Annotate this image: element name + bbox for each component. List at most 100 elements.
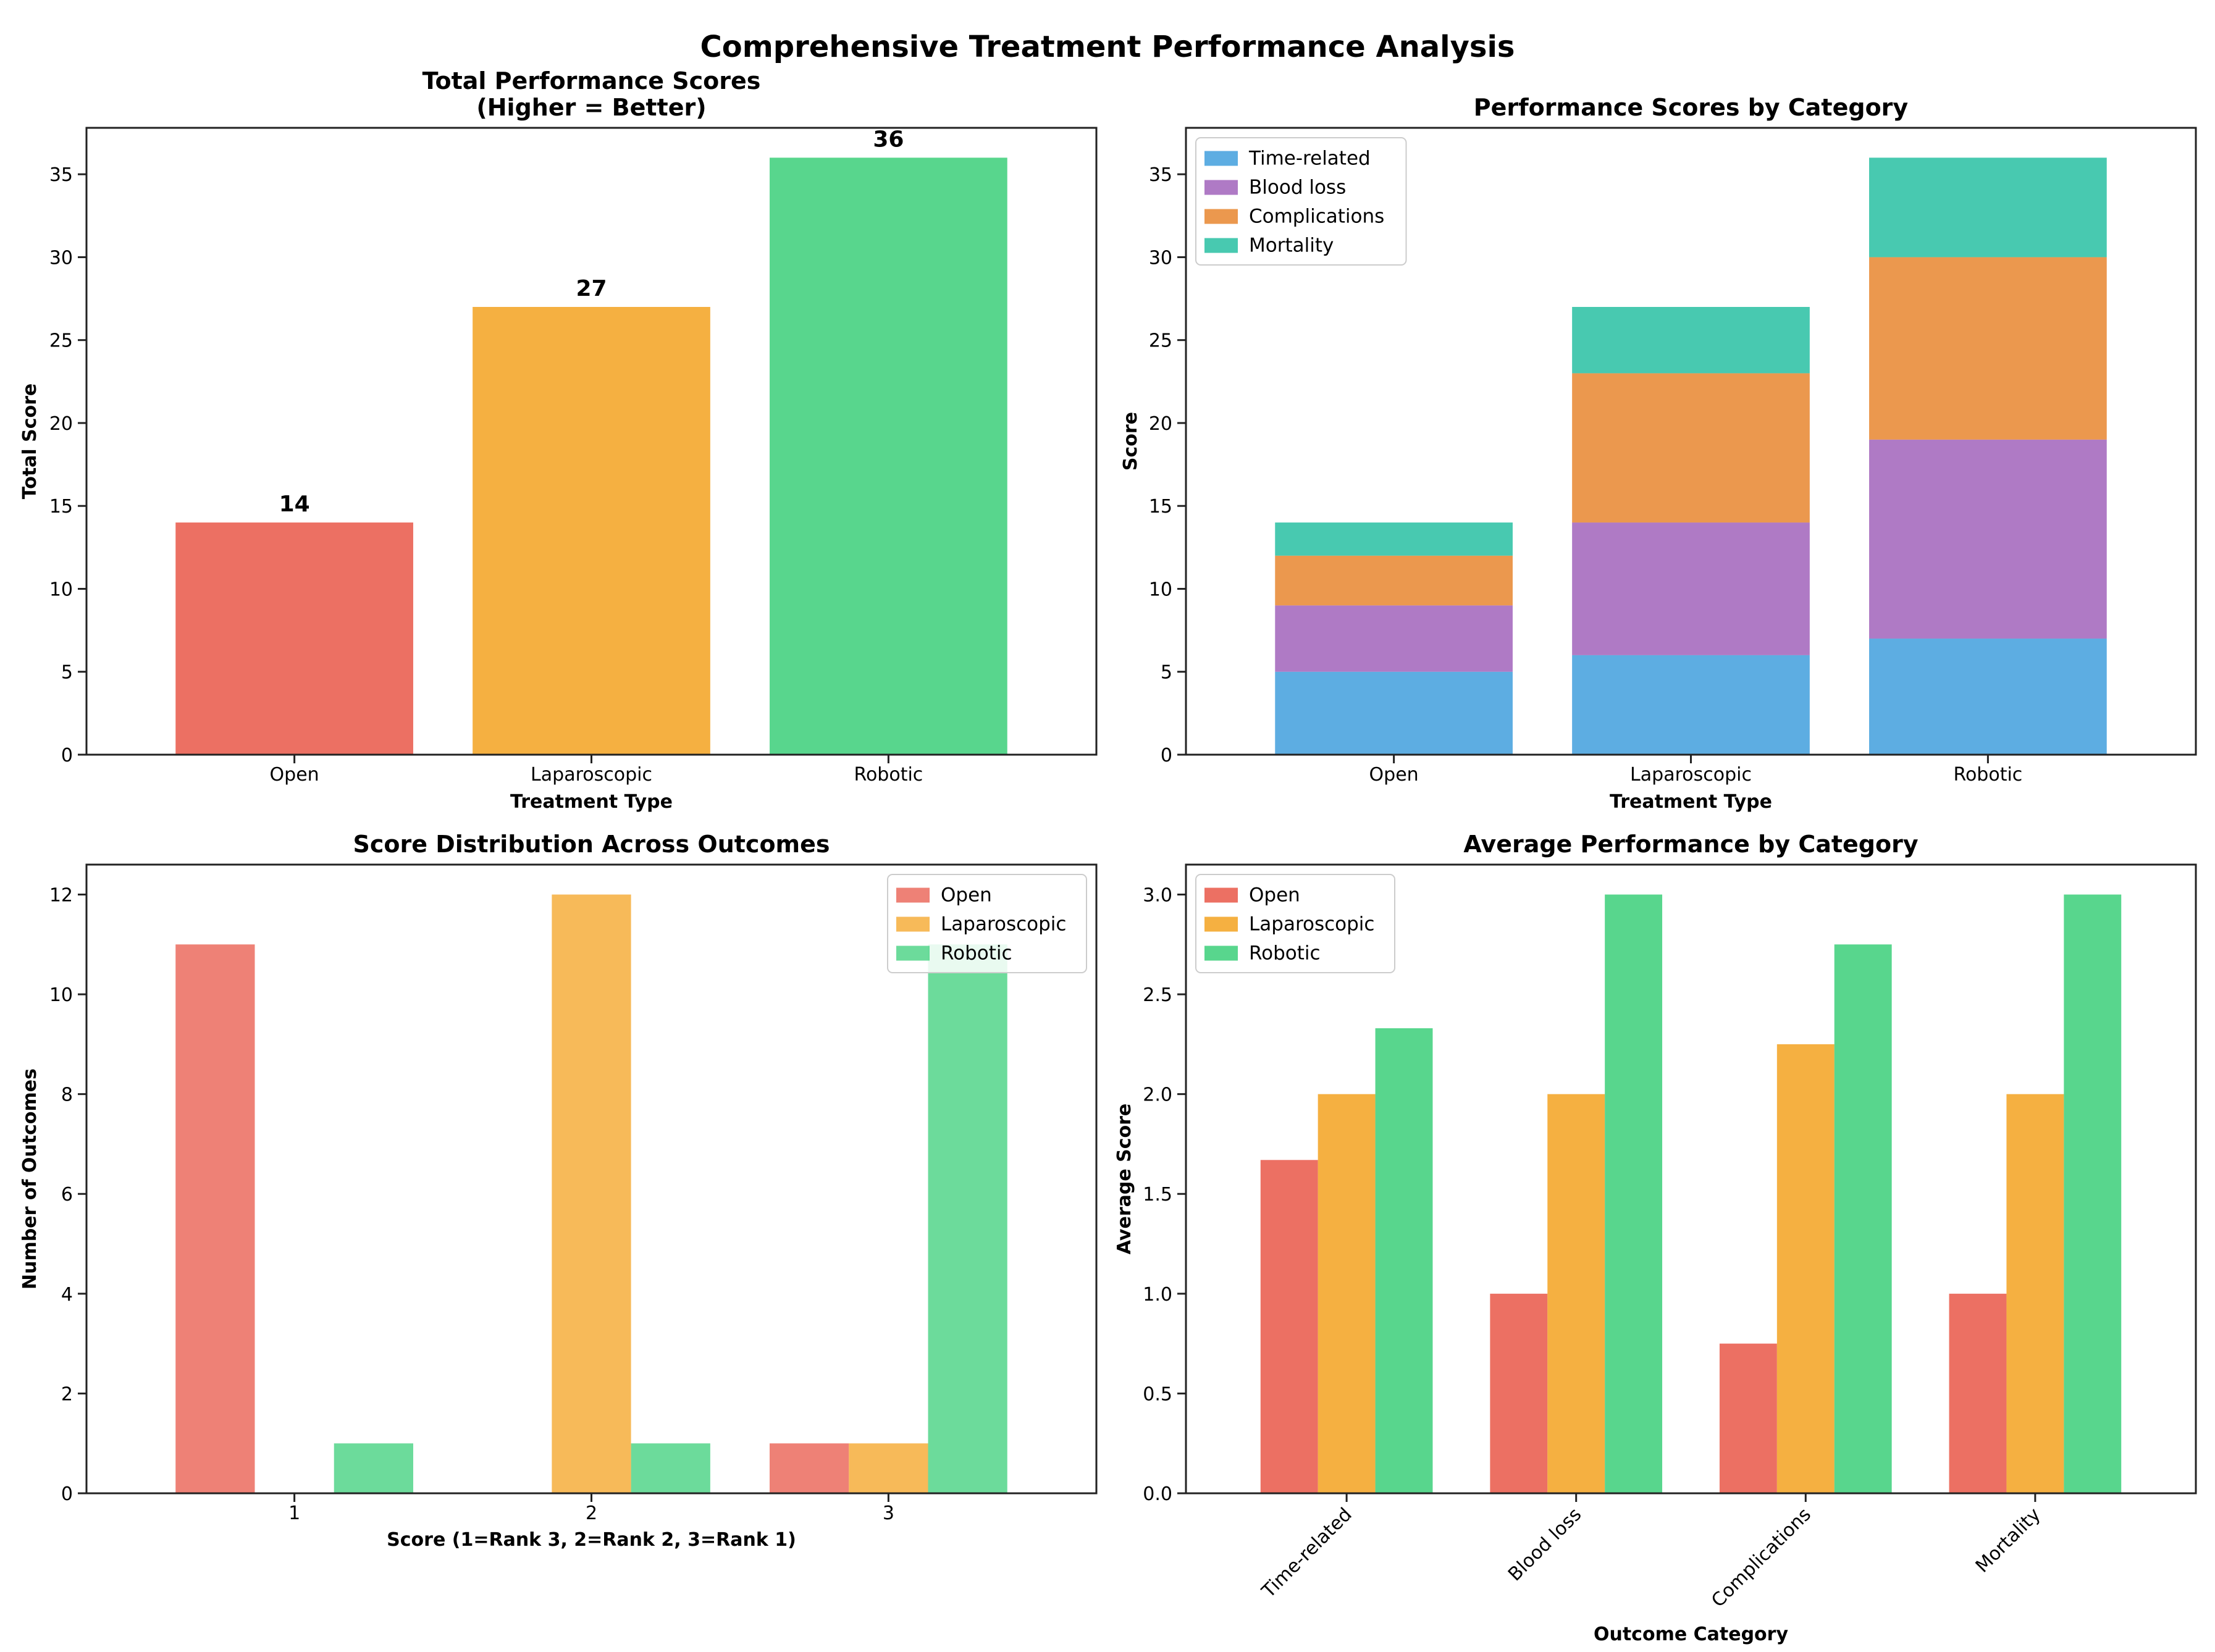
p2-bar-open-complications bbox=[1275, 555, 1513, 606]
p2-bar-robotic-mortality bbox=[1869, 157, 2107, 258]
p1-data-label-robotic: 36 bbox=[873, 127, 904, 152]
p4-title: Average Performance by Category bbox=[1463, 831, 1918, 858]
p1-title-line-2: (Higher = Better) bbox=[476, 94, 706, 121]
panel-performance-by-category: Performance Scores by Category 0 5 10 15 20 25… bbox=[1120, 94, 2197, 813]
p3-ytick-label: 4 bbox=[61, 1284, 73, 1306]
p4-legend-swatch-open bbox=[1204, 887, 1238, 903]
p2-legend-label-time-related: Time-related bbox=[1248, 148, 1371, 170]
p4-legend-label-laparoscopic: Laparoscopic bbox=[1249, 913, 1374, 936]
p3-ytick-label: 0 bbox=[61, 1483, 73, 1505]
p2-xtick-label-open: Open bbox=[1369, 764, 1419, 786]
p2-ylabel: Score bbox=[1120, 412, 1141, 471]
panel-total-performance-scores: Total Performance Scores(Higher = Better… bbox=[19, 67, 1098, 813]
p4-ytick-label: 2.0 bbox=[1143, 1084, 1172, 1106]
p3-ytick-label: 12 bbox=[49, 884, 73, 906]
p2-legend-box bbox=[1195, 137, 1407, 266]
p2-xlabel: Treatment Type bbox=[1610, 791, 1772, 813]
p4-ytick-label: 1.5 bbox=[1143, 1184, 1172, 1205]
p3-legend-label-robotic: Robotic bbox=[941, 942, 1012, 965]
p3-bar-score-1-robotic bbox=[334, 1443, 413, 1493]
p4-bar-complications-laparoscopic bbox=[1776, 1044, 1835, 1493]
p4-bar-time-related-robotic bbox=[1375, 1028, 1433, 1493]
p1-title-line-1: Total Performance Scores bbox=[422, 67, 761, 94]
p4-ytick-label: 1.0 bbox=[1143, 1284, 1172, 1306]
p3-bar-score-3-robotic bbox=[928, 944, 1007, 1493]
p4-legend-box bbox=[1195, 874, 1395, 973]
p1-bar-open bbox=[175, 522, 413, 755]
p1-data-label-open: 14 bbox=[279, 492, 310, 517]
p4-legend-label-robotic: Robotic bbox=[1249, 942, 1321, 965]
p1-ytick-label: 5 bbox=[61, 662, 73, 684]
p3-axes-frame bbox=[85, 863, 1098, 1495]
p4-xtick-label-time-related: Time-related bbox=[1258, 1504, 1356, 1603]
p3-bar-score-3-open bbox=[770, 1443, 849, 1493]
p3-xtick-label-2: 2 bbox=[586, 1503, 597, 1524]
p2-xtick-label-robotic: Robotic bbox=[1953, 764, 2022, 786]
p4-ytick-label: 0.0 bbox=[1143, 1483, 1172, 1505]
p2-title: Performance Scores by Category bbox=[1474, 94, 1909, 121]
p2-bar-laparoscopic-complications bbox=[1572, 373, 1810, 523]
p2-bar-open-blood-loss bbox=[1275, 605, 1513, 672]
p2-ytick-label: 20 bbox=[1149, 413, 1172, 435]
p2-ytick-label: 5 bbox=[1161, 662, 1172, 684]
p3-legend-swatch-robotic bbox=[896, 945, 930, 961]
p3-xtick-label-3: 3 bbox=[883, 1503, 894, 1524]
p4-legend-swatch-laparoscopic bbox=[1204, 916, 1238, 932]
p3-xlabel: Score (1=Rank 3, 2=Rank 2, 3=Rank 1) bbox=[387, 1529, 796, 1551]
p2-ytick-label: 35 bbox=[1149, 164, 1172, 186]
p2-bar-open-time-related bbox=[1275, 671, 1513, 755]
p1-ytick-label: 0 bbox=[61, 745, 73, 766]
p3-ytick-label: 10 bbox=[49, 984, 73, 1006]
p4-bar-mortality-open bbox=[1949, 1293, 2007, 1493]
p4-bar-blood-loss-robotic bbox=[1605, 894, 1663, 1493]
p4-bar-mortality-laparoscopic bbox=[2006, 1094, 2064, 1493]
p1-axes-frame bbox=[85, 127, 1098, 756]
p4-xtick-label-complications: Complications bbox=[1707, 1504, 1815, 1612]
p1-ytick-label: 35 bbox=[49, 164, 73, 186]
figure-suptitle: Comprehensive Treatment Performance Anal… bbox=[700, 30, 1515, 64]
p4-bar-time-related-laparoscopic bbox=[1318, 1094, 1376, 1493]
p2-legend-swatch-time-related bbox=[1204, 151, 1238, 166]
p2-ytick-label: 0 bbox=[1161, 745, 1172, 766]
p2-legend-label-blood-loss: Blood loss bbox=[1249, 177, 1346, 199]
p3-bar-score-1-open bbox=[175, 944, 255, 1493]
p2-ytick-label: 15 bbox=[1149, 496, 1172, 518]
p3-ytick-label: 2 bbox=[61, 1383, 73, 1405]
p3-legend-swatch-laparoscopic bbox=[896, 916, 930, 932]
p4-bar-complications-open bbox=[1719, 1343, 1777, 1493]
p1-bar-robotic bbox=[770, 157, 1007, 755]
p2-bar-robotic-blood-loss bbox=[1869, 439, 2107, 639]
p1-bar-laparoscopic bbox=[473, 307, 710, 755]
p3-legend-label-open: Open bbox=[941, 884, 992, 907]
p4-bar-complications-robotic bbox=[1834, 944, 1892, 1493]
p2-legend: Time-related Blood loss Complications Morta… bbox=[1195, 137, 1407, 266]
p1-ytick-label: 20 bbox=[49, 413, 73, 435]
p4-xlabel: Outcome Category bbox=[1594, 1624, 1788, 1645]
p2-legend-label-complications: Complications bbox=[1249, 206, 1384, 228]
p4-ytick-label: 0.5 bbox=[1143, 1383, 1172, 1405]
p4-legend: Open Laparoscopic Robotic bbox=[1195, 874, 1395, 973]
p2-bar-laparoscopic-mortality bbox=[1572, 307, 1810, 374]
p2-ytick-label: 10 bbox=[1149, 579, 1172, 600]
p4-legend-label-open: Open bbox=[1249, 884, 1300, 907]
p3-ytick-label: 8 bbox=[61, 1084, 73, 1106]
p4-ytick-label: 3.0 bbox=[1143, 884, 1172, 906]
p2-legend-label-mortality: Mortality bbox=[1249, 235, 1334, 257]
p4-xtick-label-mortality: Mortality bbox=[1972, 1504, 2045, 1577]
p4-ylabel: Average Score bbox=[1114, 1104, 1135, 1255]
p4-xtick-label-blood-loss: Blood loss bbox=[1504, 1504, 1586, 1585]
p4-bar-mortality-robotic bbox=[2064, 894, 2122, 1493]
p4-ytick-label: 2.5 bbox=[1143, 984, 1172, 1006]
p3-ylabel: Number of Outcomes bbox=[19, 1068, 41, 1289]
p2-ytick-label: 25 bbox=[1149, 330, 1172, 352]
p4-bar-blood-loss-laparoscopic bbox=[1547, 1094, 1605, 1493]
p4-bar-blood-loss-open bbox=[1490, 1293, 1548, 1493]
p2-legend-swatch-mortality bbox=[1204, 238, 1238, 253]
p4-bar-time-related-open bbox=[1260, 1160, 1318, 1493]
p3-legend: Open Laparoscopic Robotic bbox=[887, 874, 1087, 973]
p3-title: Score Distribution Across Outcomes bbox=[353, 831, 830, 858]
p1-xtick-label-open: Open bbox=[270, 764, 319, 786]
p2-bar-open-mortality bbox=[1275, 522, 1513, 556]
p2-legend-swatch-blood-loss bbox=[1204, 180, 1238, 195]
